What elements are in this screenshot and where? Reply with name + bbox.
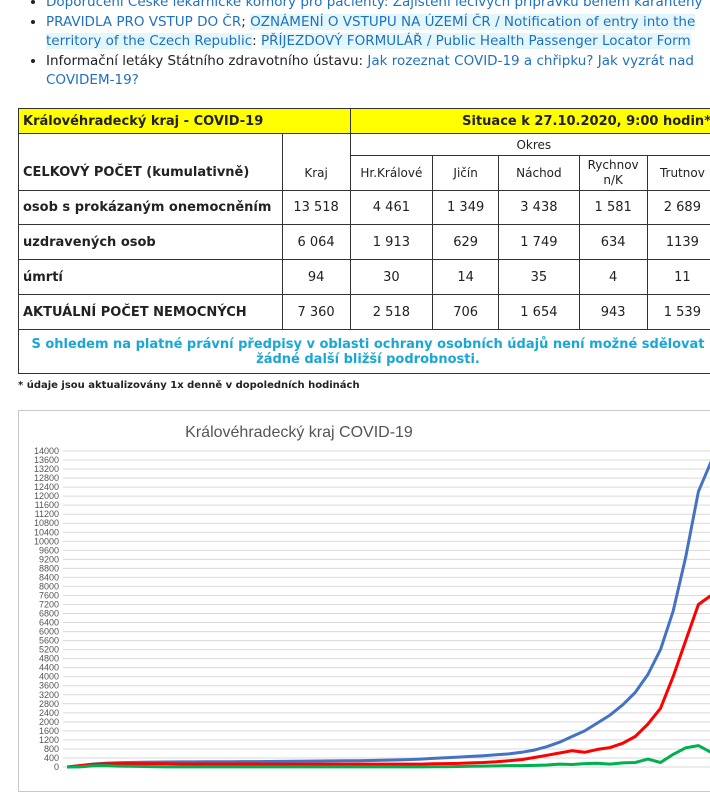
cell-value: 1 654 <box>499 295 579 330</box>
okres-row: Okres <box>19 134 710 156</box>
y-tick-label: 5600 <box>39 636 59 646</box>
y-tick-label: 1600 <box>39 726 59 736</box>
cell-value: 94 <box>282 260 350 295</box>
y-tick-label: 11200 <box>35 509 59 519</box>
cell-value: 11 <box>647 260 710 295</box>
cell-value: 4 461 <box>350 191 432 225</box>
y-tick-label: 0 <box>54 762 59 772</box>
separator: ; <box>241 14 250 30</box>
row-label: AKTUÁLNÍ POČET NEMOCNÝCH <box>19 295 283 330</box>
cell-value: 1 913 <box>350 225 432 260</box>
y-tick-label: 1200 <box>39 735 59 745</box>
y-tick-label: 3600 <box>39 681 59 691</box>
col-rychnov: Rychnov n/K <box>579 156 647 191</box>
letaky-label: Informační letáky Státního zdravotního ú… <box>46 53 367 69</box>
table-row: uzdravených osob 6 064 1 913 629 1 749 6… <box>19 225 710 260</box>
y-tick-label: 9600 <box>39 545 59 555</box>
col-hr-kralove: Hr.Králové <box>350 156 432 191</box>
y-tick-label: 8400 <box>39 572 59 582</box>
okres-label: Okres <box>350 134 710 156</box>
row-label: úmrtí <box>19 260 283 295</box>
link-doporuceni[interactable]: Doporučení České lékařnické komory pro p… <box>46 0 703 10</box>
link-pravidla[interactable]: PRAVIDLA PRO VSTUP DO ČR <box>46 14 241 30</box>
y-tick-label: 10000 <box>34 536 59 546</box>
cell-value: 1139 <box>647 225 710 260</box>
y-tick-label: 10400 <box>34 527 59 537</box>
cell-value: 30 <box>350 260 432 295</box>
y-tick-label: 6800 <box>39 609 59 619</box>
col-jicin: Jičín <box>433 156 499 191</box>
table-row: úmrtí 94 30 14 35 4 11 <box>19 260 710 295</box>
y-tick-label: 12800 <box>34 473 59 483</box>
series-line-1 <box>67 596 710 768</box>
y-tick-label: 400 <box>44 753 59 763</box>
footnote: * údaje jsou aktualizovány 1x denně v do… <box>18 380 360 391</box>
y-tick-label: 10800 <box>34 518 59 528</box>
link-prijezdovy-formular[interactable]: PŘÍJEZDOVÝ FORMULÁŘ / Public Health Pass… <box>261 33 691 49</box>
cell-value: 13 518 <box>282 191 350 225</box>
cell-value: 943 <box>579 295 647 330</box>
info-links-list: Doporučení České lékařnické komory pro p… <box>30 0 710 91</box>
y-tick-label: 6400 <box>39 618 59 628</box>
series-line-0 <box>67 462 710 767</box>
cell-value: 1 749 <box>499 225 579 260</box>
table-header-row: Královéhradecký kraj - COVID-19 Situace … <box>19 109 710 134</box>
y-tick-label: 8800 <box>39 563 59 573</box>
col-kraj: Kraj <box>282 156 350 191</box>
y-tick-label: 4400 <box>39 663 59 673</box>
y-tick-label: 4000 <box>39 672 59 682</box>
row-label: uzdravených osob <box>19 225 283 260</box>
covid-stats-table: Královéhradecký kraj - COVID-19 Situace … <box>18 108 710 374</box>
cell-value: 706 <box>433 295 499 330</box>
y-tick-label: 14000 <box>34 446 59 456</box>
col-nachod: Náchod <box>499 156 579 191</box>
y-tick-label: 2000 <box>39 717 59 727</box>
columns-row: CELKOVÝ POČET (kumulativně) Kraj Hr.Král… <box>19 156 710 191</box>
separator: : <box>252 33 261 49</box>
cell-value: 7 360 <box>282 295 350 330</box>
link-item-letaky: Informační letáky Státního zdravotního ú… <box>46 52 710 91</box>
y-tick-label: 13200 <box>34 464 59 474</box>
cell-value: 1 539 <box>647 295 710 330</box>
cell-value: 6 064 <box>282 225 350 260</box>
y-tick-label: 12400 <box>34 482 59 492</box>
cell-value: 2 518 <box>350 295 432 330</box>
y-tick-label: 800 <box>44 744 59 754</box>
y-tick-label: 2400 <box>39 708 59 718</box>
cell-value: 3 438 <box>499 191 579 225</box>
situation-date: Situace k 27.10.2020, 9:00 hodin* <box>350 109 710 134</box>
cell-value: 634 <box>579 225 647 260</box>
cell-value: 2 689 <box>647 191 710 225</box>
y-tick-label: 7200 <box>39 599 59 609</box>
cell-value: 1 581 <box>579 191 647 225</box>
chart-plot: 0400800120016002000240028003200360040004… <box>19 411 710 791</box>
table-row: AKTUÁLNÍ POČET NEMOCNÝCH 7 360 2 518 706… <box>19 295 710 330</box>
y-tick-label: 3200 <box>39 690 59 700</box>
y-tick-label: 13600 <box>34 455 59 465</box>
cell-value: 14 <box>433 260 499 295</box>
cell-value: 4 <box>579 260 647 295</box>
y-tick-label: 9200 <box>39 554 59 564</box>
cell-value: 629 <box>433 225 499 260</box>
privacy-note: S ohledem na platné právní předpisy v ob… <box>19 330 710 374</box>
y-tick-label: 2800 <box>39 699 59 709</box>
col-trutnov: Trutnov <box>647 156 710 191</box>
y-tick-label: 12000 <box>34 491 59 501</box>
count-label: CELKOVÝ POČET (kumulativně) <box>19 156 283 191</box>
table-row: osob s prokázaným onemocněním 13 518 4 4… <box>19 191 710 225</box>
y-tick-label: 8000 <box>39 581 59 591</box>
y-tick-label: 7600 <box>39 590 59 600</box>
y-tick-label: 5200 <box>39 645 59 655</box>
link-item-pravidla: PRAVIDLA PRO VSTUP DO ČR; OZNÁMENÍ O VST… <box>46 13 710 52</box>
link-item-doporuceni: Doporučení České lékařnické komory pro p… <box>46 0 710 13</box>
cell-value: 1 349 <box>433 191 499 225</box>
y-tick-label: 4800 <box>39 654 59 664</box>
row-label: osob s prokázaným onemocněním <box>19 191 283 225</box>
y-tick-label: 11600 <box>35 500 59 510</box>
y-tick-label: 6000 <box>39 627 59 637</box>
privacy-note-row: S ohledem na platné právní předpisy v ob… <box>19 330 710 374</box>
region-title: Královéhradecký kraj - COVID-19 <box>19 109 351 134</box>
cell-value: 35 <box>499 260 579 295</box>
